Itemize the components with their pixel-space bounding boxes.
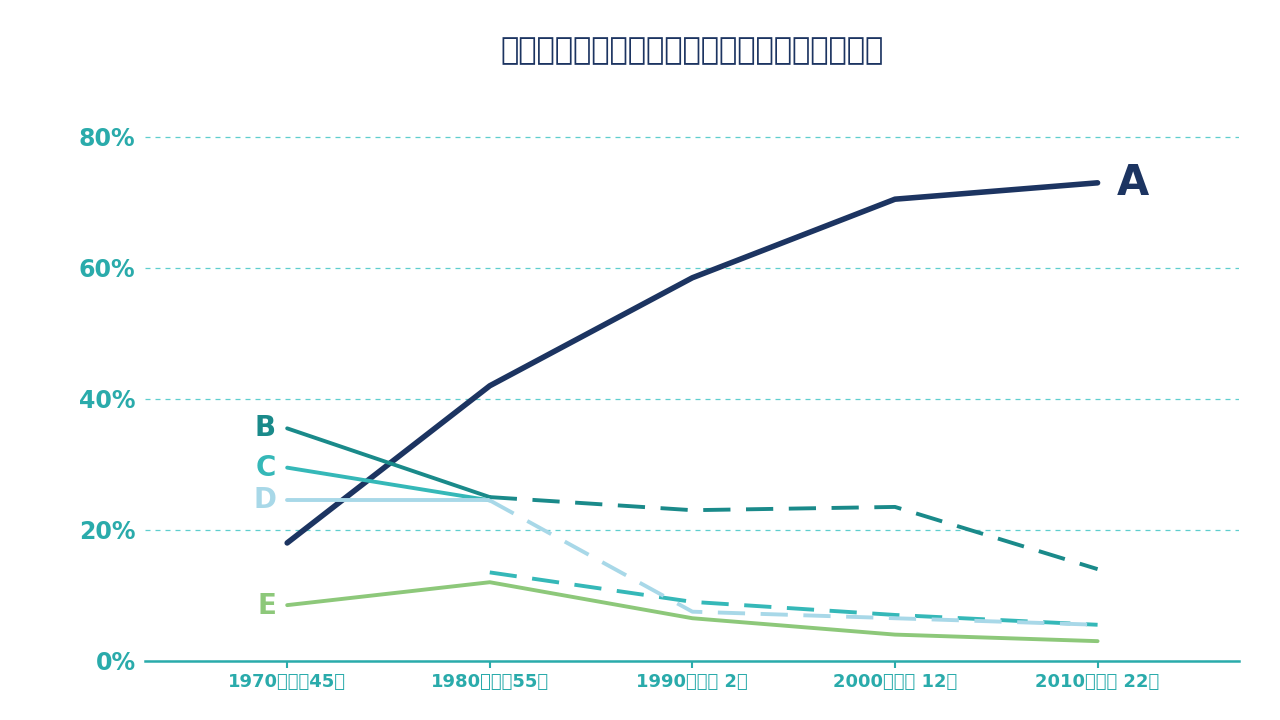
Text: D: D [253,487,276,514]
Text: C: C [256,454,276,482]
Text: E: E [257,593,276,621]
Text: B: B [255,414,276,442]
Text: A: A [1117,162,1149,204]
Title: 通勤・通学の利用交通手段別人口割合：鳥取県: 通勤・通学の利用交通手段別人口割合：鳥取県 [500,37,884,66]
